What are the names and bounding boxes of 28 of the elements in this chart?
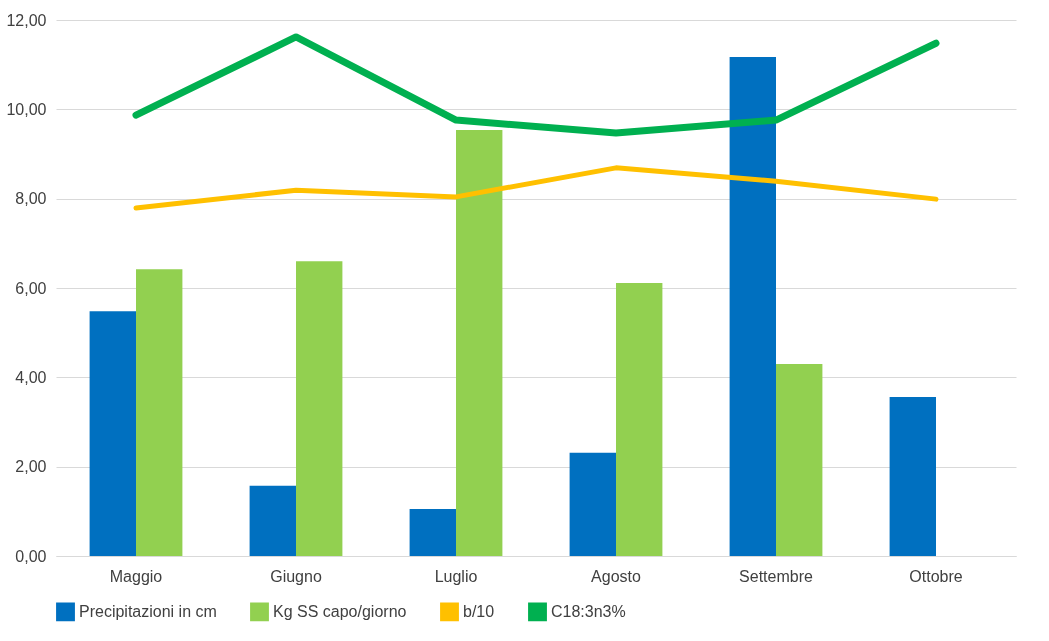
y-tick-label: 0,00 xyxy=(15,547,47,565)
legend-label: Kg SS capo/giorno xyxy=(273,602,407,620)
y-tick-label: 6,00 xyxy=(15,279,47,297)
y-tick-label: 8,00 xyxy=(15,190,47,208)
bar xyxy=(729,57,776,556)
x-tick-label: Agosto xyxy=(591,567,642,585)
bar xyxy=(569,452,616,556)
bar xyxy=(889,396,936,556)
x-tick-label: Ottobre xyxy=(909,567,963,585)
y-tick-label: 2,00 xyxy=(15,458,47,476)
bar xyxy=(136,269,183,556)
bar xyxy=(456,129,503,556)
bar xyxy=(409,509,456,556)
bar xyxy=(296,261,343,556)
bar xyxy=(249,485,296,556)
legend-label: Precipitazioni in cm xyxy=(79,602,217,620)
y-tick-label: 12,00 xyxy=(6,11,47,29)
x-tick-label: Settembre xyxy=(739,567,814,585)
bar xyxy=(89,311,136,556)
bar xyxy=(616,283,663,556)
legend-label: b/10 xyxy=(463,602,495,620)
y-tick-label: 10,00 xyxy=(6,100,47,118)
x-tick-label: Giugno xyxy=(270,567,322,585)
legend-label: C18:3n3% xyxy=(551,602,626,620)
y-tick-label: 4,00 xyxy=(15,368,47,386)
bar xyxy=(776,363,823,556)
x-tick-label: Luglio xyxy=(434,567,478,585)
x-tick-label: Maggio xyxy=(109,567,163,585)
